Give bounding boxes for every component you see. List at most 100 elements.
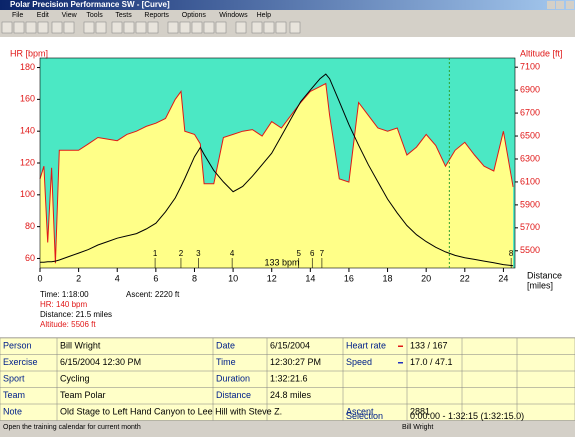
menu-item[interactable]: View bbox=[62, 12, 78, 19]
field-label: Selection bbox=[346, 411, 383, 421]
y-tick-label: 60 bbox=[25, 253, 35, 263]
x-tick-label: 18 bbox=[383, 273, 393, 283]
lap-label: 5 bbox=[297, 249, 302, 258]
menu-item[interactable]: Windows bbox=[219, 12, 248, 19]
hr-line bbox=[39, 82, 514, 264]
menu-item[interactable]: Options bbox=[182, 12, 207, 19]
x-tick-label: 6 bbox=[153, 273, 158, 283]
field-label: Heart rate bbox=[346, 341, 386, 351]
field-label: Time bbox=[216, 357, 236, 367]
x-tick-label: 2 bbox=[76, 273, 81, 283]
menu-item[interactable]: File bbox=[12, 12, 23, 19]
info-table: Person Bill Wright Date 6/15/2004 Heart rate… bbox=[0, 337, 575, 421]
altitude-line bbox=[40, 73, 514, 267]
toolbar-button[interactable] bbox=[235, 21, 247, 34]
cursor-readout: Altitude: 5506 ft bbox=[40, 320, 96, 329]
field-label: Person bbox=[3, 341, 32, 351]
menu-item[interactable]: Reports bbox=[144, 12, 169, 19]
y2-tick-label: 6100 bbox=[520, 176, 540, 186]
menu-item[interactable]: Tools bbox=[86, 12, 103, 19]
toolbar-button[interactable] bbox=[13, 21, 25, 34]
lap-label: 3 bbox=[196, 249, 201, 258]
cursor-readout: HR: 140 bpm bbox=[40, 300, 87, 309]
toolbar-button[interactable] bbox=[289, 21, 301, 34]
cursor-readout: Distance: 21.5 miles bbox=[40, 310, 112, 319]
toolbar-button[interactable] bbox=[135, 21, 147, 34]
status-bar bbox=[0, 421, 575, 432]
x-tick-label: 10 bbox=[228, 273, 238, 283]
toolbar-button[interactable] bbox=[37, 21, 49, 34]
toolbar-button[interactable] bbox=[275, 21, 287, 34]
toolbar-button[interactable] bbox=[191, 21, 203, 34]
toolbar-button[interactable] bbox=[251, 21, 263, 34]
y2-tick-label: 6700 bbox=[520, 107, 540, 117]
close-button[interactable] bbox=[566, 1, 574, 9]
y2-tick-label: 6300 bbox=[520, 153, 540, 163]
y-tick-label: 140 bbox=[20, 126, 35, 136]
lap-label: 6 bbox=[310, 249, 315, 258]
y2-tick-label: 6900 bbox=[520, 85, 540, 95]
field-label: Sport bbox=[3, 374, 25, 384]
y-tick-label: 180 bbox=[20, 62, 35, 72]
window-title: Polar Precision Performance SW - [Curve] bbox=[10, 0, 170, 9]
y2-tick-label: 6500 bbox=[520, 130, 540, 140]
field-value: 133 / 167 bbox=[410, 341, 448, 351]
minimize-button[interactable] bbox=[547, 1, 555, 9]
field-value: 17.0 / 47.1 bbox=[410, 357, 453, 367]
menu-item[interactable]: Edit bbox=[37, 12, 49, 19]
field-value: Bill Wright bbox=[60, 341, 101, 351]
x-tick-label: 8 bbox=[192, 273, 197, 283]
x-axis-title: [miles] bbox=[527, 280, 553, 290]
toolbar-button[interactable] bbox=[167, 21, 179, 34]
y2-tick-label: 5500 bbox=[520, 245, 540, 255]
y2-tick-label: 7100 bbox=[520, 62, 540, 72]
toolbar-button[interactable] bbox=[51, 21, 63, 34]
cursor-readout: Time: 1:18:00 bbox=[40, 290, 89, 299]
field-value: Cycling bbox=[60, 374, 90, 384]
field-value: 6/15/2004 bbox=[270, 341, 310, 351]
chart: HR [bpm] Altitude [ft]Distance[miles]6080… bbox=[10, 48, 563, 329]
table-background bbox=[0, 338, 575, 421]
toolbar-button[interactable] bbox=[83, 21, 95, 34]
x-tick-label: 20 bbox=[421, 273, 431, 283]
y2-tick-label: 5900 bbox=[520, 199, 540, 209]
maximize-button[interactable] bbox=[556, 1, 564, 9]
field-label: Team bbox=[3, 390, 25, 400]
menu-item[interactable]: Tests bbox=[115, 12, 132, 19]
hr-area bbox=[40, 83, 514, 268]
lap-label: 7 bbox=[320, 249, 325, 258]
x-tick-label: 24 bbox=[498, 273, 508, 283]
toolbar-button[interactable] bbox=[95, 21, 107, 34]
lap-label: 1 bbox=[153, 249, 158, 258]
field-value: 2881 bbox=[410, 407, 430, 417]
field-value: 6/15/2004 12:30 PM bbox=[60, 357, 141, 367]
y-tick-label: 160 bbox=[20, 94, 35, 104]
toolbar-button[interactable] bbox=[1, 21, 13, 34]
x-tick-label: 12 bbox=[267, 273, 277, 283]
field-label: Speed bbox=[346, 357, 372, 367]
toolbar-button[interactable] bbox=[263, 21, 275, 34]
field-value: 0:00:00 - 1:32:15 (1:32:15.0) bbox=[410, 411, 524, 421]
cursor-ascent: Ascent: 2220 ft bbox=[126, 290, 180, 299]
title-bar bbox=[0, 0, 575, 10]
status-message: Open the training calendar for current m… bbox=[3, 424, 141, 431]
toolbar bbox=[0, 20, 575, 36]
toolbar-button[interactable] bbox=[203, 21, 215, 34]
lap-label: 8 bbox=[509, 249, 514, 258]
field-label: Note bbox=[3, 407, 22, 417]
field-label: Ascent bbox=[346, 407, 374, 417]
menu-item[interactable]: Help bbox=[257, 12, 272, 19]
x-tick-label: 4 bbox=[115, 273, 120, 283]
x-axis-title: Distance bbox=[527, 270, 562, 280]
toolbar-button[interactable] bbox=[215, 21, 227, 34]
y2-tick-label: 5700 bbox=[520, 222, 540, 232]
toolbar-button[interactable] bbox=[63, 21, 75, 34]
lap-label: 2 bbox=[179, 249, 184, 258]
toolbar-button[interactable] bbox=[179, 21, 191, 34]
toolbar-button[interactable] bbox=[111, 21, 123, 34]
y-axis-title: HR [bpm] bbox=[10, 48, 48, 58]
toolbar-button[interactable] bbox=[25, 21, 37, 34]
toolbar-button[interactable] bbox=[123, 21, 135, 34]
toolbar-button[interactable] bbox=[147, 21, 159, 34]
